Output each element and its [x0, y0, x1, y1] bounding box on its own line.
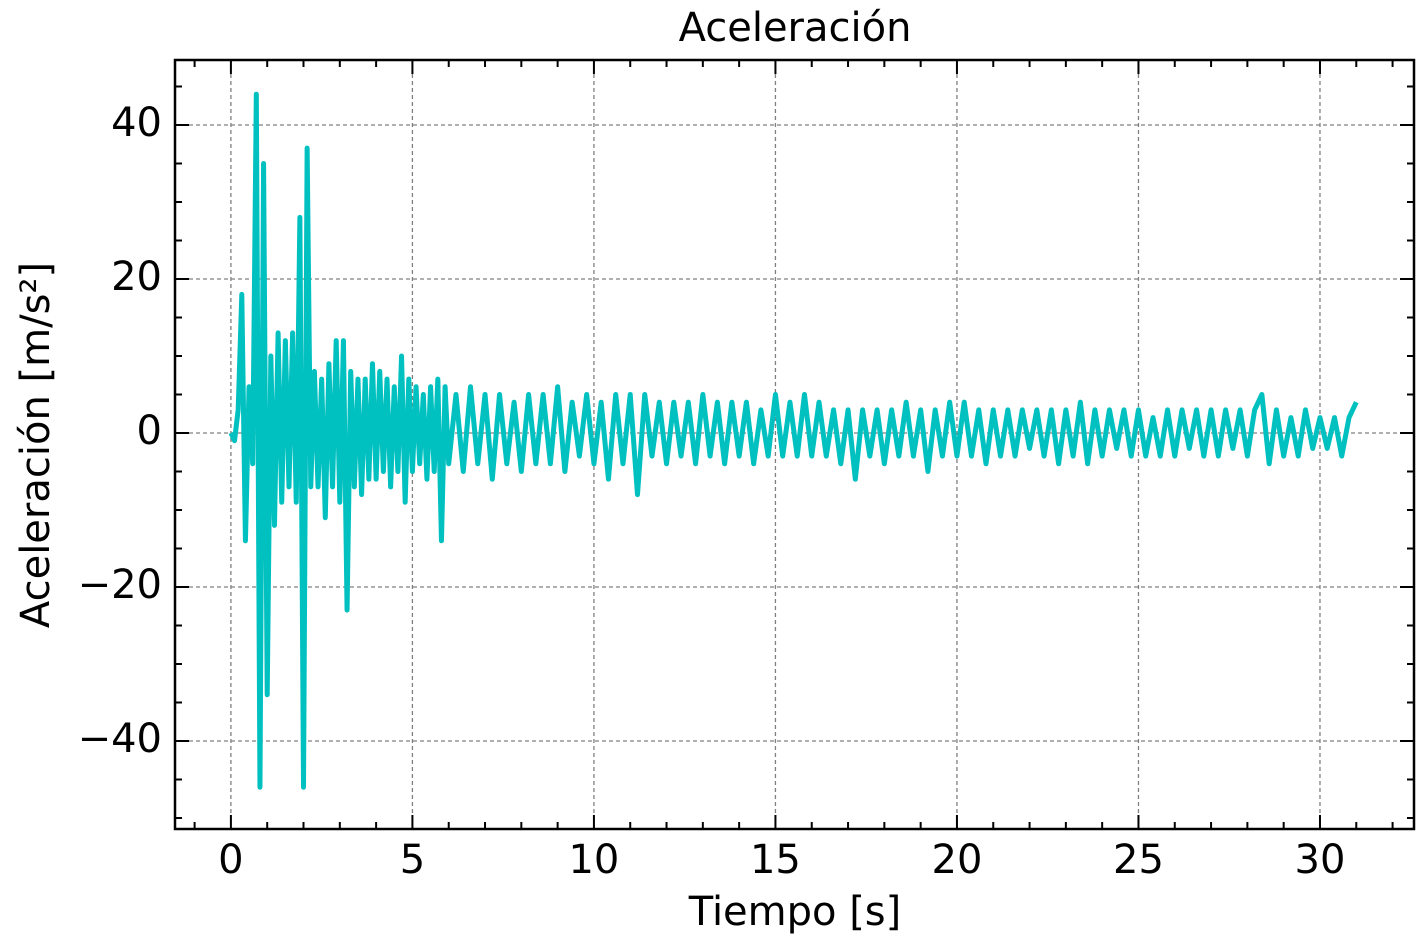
x-tick-label: 30 [1295, 837, 1346, 883]
x-tick-label: 0 [218, 837, 243, 883]
x-tick-label: 5 [400, 837, 425, 883]
y-tick-label: 40 [111, 100, 162, 146]
y-axis-label: Aceleración [m/s²] [13, 262, 59, 628]
data-line [228, 91, 1359, 790]
chart-title: Aceleración [679, 5, 912, 51]
y-tick-label: −40 [78, 716, 162, 762]
x-tick-label: 15 [750, 837, 801, 883]
y-tick-label: 20 [111, 254, 162, 300]
x-tick-label: 25 [1113, 837, 1164, 883]
x-tick-label: 20 [932, 837, 983, 883]
y-tick-label: 0 [137, 408, 162, 454]
x-axis-label: Tiempo [s] [688, 889, 902, 935]
x-tick-label: 10 [568, 837, 619, 883]
plot-frame [173, 58, 1416, 831]
y-tick-label: −20 [78, 562, 162, 608]
